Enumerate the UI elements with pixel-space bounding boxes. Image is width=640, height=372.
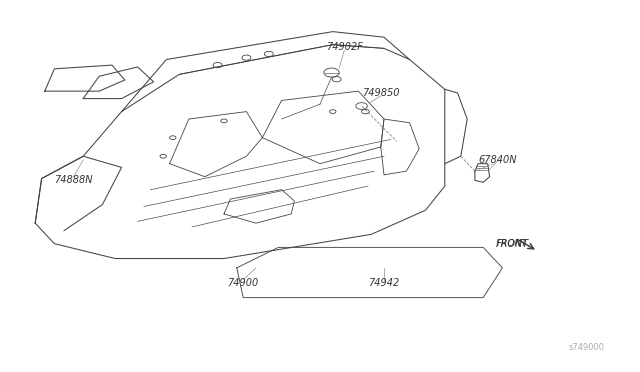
Text: 749850: 749850 bbox=[362, 88, 399, 98]
Text: FRONT: FRONT bbox=[497, 239, 527, 248]
Text: 67840N: 67840N bbox=[479, 155, 517, 165]
Text: 74900: 74900 bbox=[228, 278, 259, 288]
Text: 74902F: 74902F bbox=[326, 42, 363, 51]
Text: s749000: s749000 bbox=[569, 343, 605, 352]
Text: FRONT: FRONT bbox=[495, 239, 529, 248]
Text: 74888N: 74888N bbox=[54, 176, 93, 185]
Text: 74942: 74942 bbox=[369, 278, 399, 288]
